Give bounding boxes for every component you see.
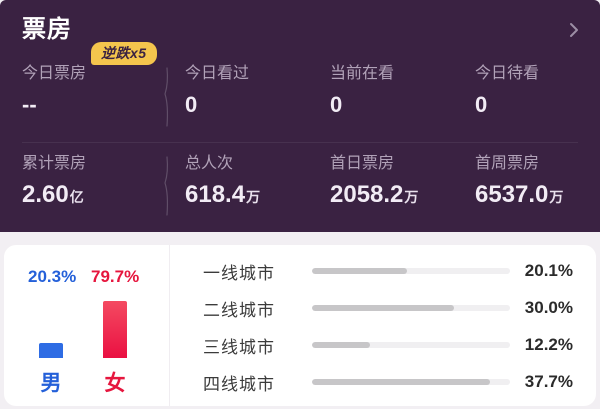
stats-row-cumulative: 累计票房 2.60亿 总人次 618.4万 首日票房 2058.2万 首周票房 …	[0, 154, 600, 209]
stat-currently-watching: 当前在看 0	[330, 64, 475, 118]
female-percentage: 79.7%	[91, 267, 140, 286]
stat-number: 2.60	[22, 181, 69, 209]
stat-label: 今日票房	[22, 65, 87, 82]
stat-value: --	[22, 92, 37, 118]
stat-first-week-box-office: 首周票房 6537.0万	[475, 154, 600, 209]
stat-number: 618.4	[185, 181, 246, 209]
box-office-header: 票房 逆跌x5 今日票房 -- 今日看过 0 当前在看 0 今日待看 0 累	[0, 0, 600, 232]
female-label: 女	[104, 372, 126, 395]
gender-distribution-chart: 20.3% 79.7% 男 女	[4, 245, 169, 406]
stat-label: 首周票房	[475, 155, 540, 172]
city-tier-label: 四线城市	[203, 374, 275, 394]
city-tier-bar-fill	[312, 268, 407, 274]
stat-value: 0	[475, 92, 488, 118]
stat-total-box-office: 累计票房 2.60亿	[22, 154, 185, 209]
male-label: 男	[40, 372, 62, 395]
stats-row-today: 今日票房 -- 今日看过 0 当前在看 0 今日待看 0	[0, 64, 600, 118]
city-tier-label: 二线城市	[203, 300, 275, 320]
stat-value: 2.60亿	[22, 181, 185, 209]
stat-unit: 亿	[69, 189, 84, 206]
city-tier-bar-track	[312, 342, 510, 348]
stat-value: 618.4万	[185, 181, 330, 209]
stat-today-to-watch: 今日待看 0	[475, 64, 600, 118]
divider	[169, 245, 170, 406]
city-tier-bar-track	[312, 268, 510, 274]
stat-label: 当前在看	[330, 65, 395, 82]
stat-number: 2058.2	[330, 181, 404, 209]
wavy-divider	[164, 67, 169, 127]
city-tier-chart: 一线城市 20.1% 二线城市 30.0% 三线城市 12.2% 四线城市 37…	[170, 259, 596, 394]
stat-number: 6537.0	[475, 181, 549, 209]
streak-badge: 逆跌x5	[91, 42, 157, 65]
city-tier-row: 三线城市 12.2%	[170, 333, 596, 357]
city-tier-row: 四线城市 37.7%	[170, 370, 596, 394]
stat-label: 今日看过	[185, 65, 250, 82]
stat-label: 首日票房	[330, 155, 395, 172]
stat-label: 今日待看	[475, 65, 540, 82]
stat-value: 0	[330, 92, 343, 118]
stat-value: 6537.0万	[475, 181, 600, 209]
wavy-divider	[164, 156, 169, 216]
stat-value: 2058.2万	[330, 181, 475, 209]
city-tier-value: 37.7%	[524, 372, 573, 391]
stat-total-admissions: 总人次 618.4万	[185, 154, 330, 209]
stat-unit: 万	[246, 189, 261, 206]
stat-label: 累计票房	[22, 155, 87, 172]
city-tier-label: 三线城市	[203, 337, 275, 357]
stat-unit: 万	[404, 189, 419, 206]
city-tier-value: 12.2%	[524, 335, 573, 354]
city-tier-bar-fill	[312, 379, 490, 385]
stat-unit: 万	[549, 189, 564, 206]
stat-first-day-box-office: 首日票房 2058.2万	[330, 154, 475, 209]
stat-label: 总人次	[185, 155, 234, 172]
stat-value: 0	[185, 92, 198, 118]
stat-today-watched: 今日看过 0	[185, 64, 330, 118]
city-tier-bar-fill	[312, 342, 370, 348]
audience-stats-card: 20.3% 79.7% 男 女 一线城市 20.1% 二线城市 30.0% 三线…	[4, 245, 596, 406]
city-tier-label: 一线城市	[203, 263, 275, 283]
city-tier-bar-track	[312, 305, 510, 311]
city-tier-bar-fill	[312, 305, 454, 311]
chevron-right-icon	[570, 23, 578, 37]
female-bar	[103, 300, 127, 358]
divider	[22, 142, 578, 143]
page-title: 票房	[22, 16, 72, 43]
city-tier-row: 二线城市 30.0%	[170, 296, 596, 320]
city-tier-value: 20.1%	[524, 261, 573, 280]
stat-today-box-office: 今日票房 --	[22, 64, 185, 118]
header-more-button[interactable]	[562, 18, 586, 42]
male-percentage: 20.3%	[28, 267, 77, 286]
city-tier-value: 30.0%	[524, 298, 573, 317]
city-tier-bar-track	[312, 379, 510, 385]
city-tier-row: 一线城市 20.1%	[170, 259, 596, 283]
male-bar	[39, 343, 63, 358]
